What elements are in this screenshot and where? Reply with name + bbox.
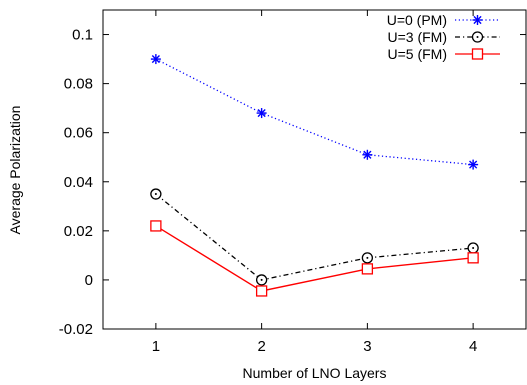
data-point <box>361 252 374 264</box>
y-tick-label: 0.06 <box>64 125 93 142</box>
data-point <box>255 285 268 297</box>
x-tick-label: 3 <box>363 338 371 355</box>
y-tick-label: 0.1 <box>72 27 93 44</box>
data-point <box>362 149 373 160</box>
legend-marker <box>471 31 484 43</box>
data-point <box>150 220 162 232</box>
data-point <box>467 242 479 254</box>
legend-marker <box>471 48 484 60</box>
y-tick-label: 0.08 <box>64 76 93 93</box>
y-tick-label: -0.02 <box>59 321 93 338</box>
x-axis-title: Number of LNO Layers <box>243 365 387 381</box>
y-axis-title: Average Polarization <box>7 106 23 235</box>
plot-frame <box>102 9 527 330</box>
y-tick-label: 0 <box>85 272 93 289</box>
series-line <box>155 225 474 292</box>
legend-label: U=3 (FM) <box>388 29 448 45</box>
y-tick-label: 0.02 <box>64 223 93 240</box>
data-point <box>150 188 162 200</box>
legend-marker <box>472 15 483 25</box>
data-point <box>468 159 479 170</box>
legend-label: U=5 (FM) <box>388 46 448 62</box>
series-layer <box>150 54 479 297</box>
x-tick-label: 4 <box>469 338 477 355</box>
y-tick-labels: -0.02 0 0.02 0.04 0.06 0.08 0.1 <box>59 27 93 338</box>
x-tick-labels: 1 2 3 4 <box>152 338 478 355</box>
data-point <box>150 54 161 65</box>
data-point <box>256 108 267 119</box>
x-tick-label: 2 <box>257 338 265 355</box>
series-line <box>155 58 474 166</box>
data-point <box>255 274 268 286</box>
y-tick-label: 0.04 <box>64 174 93 191</box>
data-point <box>467 252 479 264</box>
x-tick-label: 1 <box>152 338 160 355</box>
data-point <box>361 263 374 275</box>
axis-ticks <box>103 10 526 330</box>
legend-label: U=0 (PM) <box>387 12 447 28</box>
legend: U=0 (PM)U=3 (FM)U=5 (FM) <box>387 12 500 62</box>
series-line <box>155 193 474 281</box>
